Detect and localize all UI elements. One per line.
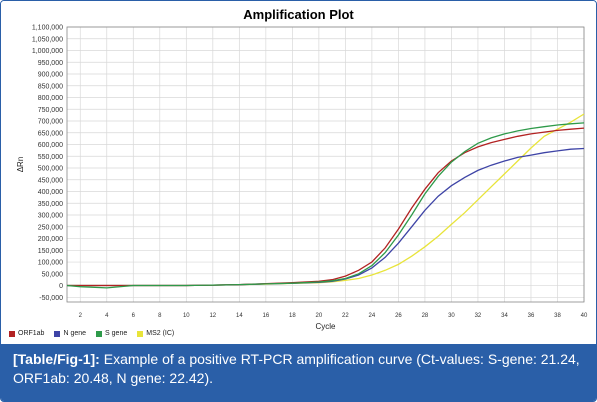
y-tick-label: 450,000 — [38, 177, 63, 184]
y-tick-label: 1,050,000 — [32, 36, 63, 43]
x-tick-label: 18 — [289, 313, 296, 319]
legend-label: ORF1ab — [18, 330, 45, 337]
legend-swatch — [9, 330, 15, 337]
figure-caption: [Table/Fig-1]: Example of a positive RT-… — [13, 350, 585, 388]
y-tick-label: 100,000 — [38, 260, 63, 267]
y-tick-label: 800,000 — [38, 95, 63, 102]
caption-box: [Table/Fig-1]: Example of a positive RT-… — [1, 344, 596, 401]
y-tick-label: 300,000 — [38, 213, 63, 220]
y-tick-label: 950,000 — [38, 60, 63, 67]
x-tick-label: 40 — [581, 313, 588, 319]
x-tick-label: 6 — [132, 313, 136, 319]
x-tick-label: 4 — [105, 313, 109, 319]
y-tick-label: 400,000 — [38, 189, 63, 196]
legend-item: N gene — [54, 330, 86, 337]
legend-item: ORF1ab — [9, 330, 44, 337]
legend-swatch — [137, 330, 144, 337]
x-tick-label: 24 — [369, 313, 376, 319]
y-tick-label: 900,000 — [38, 72, 63, 79]
legend-swatch — [96, 330, 103, 337]
x-tick-label: 12 — [209, 313, 216, 319]
y-tick-label: 1,000,000 — [32, 48, 63, 55]
y-tick-label: 750,000 — [38, 107, 63, 114]
x-tick-label: 22 — [342, 313, 349, 319]
y-tick-label: 600,000 — [38, 142, 63, 149]
legend-label: S gene — [105, 330, 128, 337]
y-axis-label: ΔRn — [16, 157, 25, 173]
x-tick-label: 10 — [183, 313, 190, 319]
y-tick-label: 850,000 — [38, 83, 63, 90]
y-tick-label: 250,000 — [38, 224, 63, 231]
y-tick-label: 500,000 — [38, 166, 63, 173]
y-tick-label: 150,000 — [38, 248, 63, 255]
series-line-ms2-ic- — [67, 113, 585, 287]
x-tick-label: 30 — [448, 313, 455, 319]
y-tick-label: 350,000 — [38, 201, 63, 208]
x-tick-label: 32 — [475, 313, 482, 319]
y-tick-label: 550,000 — [38, 154, 63, 161]
amplification-chart: -50,000 0 50,000 100,000 150,000 200,000 250,0… — [16, 25, 588, 332]
y-tick-label: 700,000 — [38, 119, 63, 126]
chart-title: Amplification Plot — [243, 7, 354, 22]
y-tick-label: 0 — [59, 283, 63, 290]
legend-swatch — [54, 330, 61, 337]
plot-frame — [66, 26, 585, 303]
legend-label: MS2 (IC) — [146, 330, 175, 337]
legend-label: N gene — [63, 330, 87, 337]
y-tick-label: 1,100,000 — [32, 25, 63, 32]
caption-tag: [Table/Fig-1]: — [13, 351, 100, 367]
y-tick-label: 200,000 — [38, 236, 63, 243]
y-tick-label: 650,000 — [38, 130, 63, 137]
chart-legend: ORF1ab N gene S gene MS2 (IC) — [9, 330, 174, 337]
x-tick-label: 26 — [395, 313, 402, 319]
x-tick-label: 14 — [236, 313, 243, 319]
caption-text: Example of a positive RT-PCR amplificati… — [13, 351, 580, 386]
x-axis-label: Cycle — [315, 322, 336, 331]
legend-item: S gene — [96, 330, 127, 337]
y-tick-label: -50,000 — [39, 295, 63, 302]
x-tick-label: 16 — [263, 313, 270, 319]
x-tick-label: 34 — [501, 313, 508, 319]
x-tick-label: 36 — [528, 313, 535, 319]
y-tick-label: 50,000 — [42, 271, 64, 278]
x-tick-label: 38 — [554, 313, 561, 319]
plot-area: -50,000 0 50,000 100,000 150,000 200,000 250,0… — [1, 1, 596, 344]
series-line-s-gene — [66, 122, 585, 289]
legend-item: MS2 (IC) — [137, 330, 174, 337]
x-tick-label: 20 — [316, 313, 323, 319]
series-line-n-gene — [67, 147, 585, 287]
x-tick-label: 8 — [158, 313, 162, 319]
x-tick-label: 28 — [422, 313, 429, 319]
x-tick-label: 2 — [79, 313, 83, 319]
